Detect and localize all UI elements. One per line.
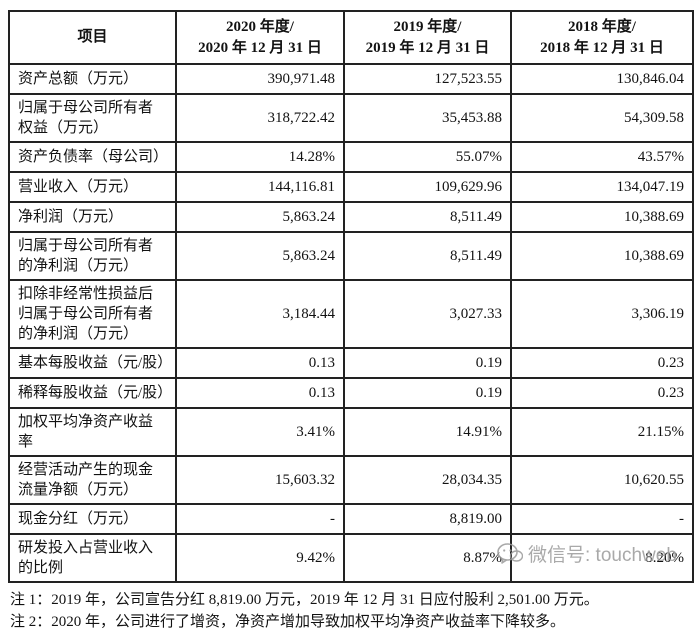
row-label: 研发投入占营业收入的比例 bbox=[9, 534, 176, 582]
value-2018: 54,309.58 bbox=[511, 94, 693, 142]
header-2020: 2020 年度/ 2020 年 12 月 31 日 bbox=[176, 11, 344, 64]
row-label: 资产负债率（母公司） bbox=[9, 142, 176, 172]
table-row-weighted-roe: 加权平均净资产收益率 3.41% 14.91% 21.15% bbox=[9, 408, 693, 456]
value-2019: 8,511.49 bbox=[344, 202, 511, 232]
row-label: 营业收入（万元） bbox=[9, 172, 176, 202]
value-2018: 0.23 bbox=[511, 378, 693, 408]
row-label: 稀释每股收益（元/股） bbox=[9, 378, 176, 408]
value-2018: 43.57% bbox=[511, 142, 693, 172]
value-2018: 10,620.55 bbox=[511, 456, 693, 504]
table-row-total-assets: 资产总额（万元） 390,971.48 127,523.55 130,846.0… bbox=[9, 64, 693, 94]
row-label: 基本每股收益（元/股） bbox=[9, 348, 176, 378]
row-label: 经营活动产生的现金流量净额（万元） bbox=[9, 456, 176, 504]
value-2020: 0.13 bbox=[176, 348, 344, 378]
footnote-1: 注 1：2019 年，公司宣告分红 8,819.00 万元，2019 年 12 … bbox=[10, 590, 700, 612]
value-2019: 8,819.00 bbox=[344, 504, 511, 534]
table-row-parent-net-profit: 归属于母公司所有者的净利润（万元） 5,863.24 8,511.49 10,3… bbox=[9, 232, 693, 280]
table-row-revenue: 营业收入（万元） 144,116.81 109,629.96 134,047.1… bbox=[9, 172, 693, 202]
row-label: 加权平均净资产收益率 bbox=[9, 408, 176, 456]
value-2019: 8,511.49 bbox=[344, 232, 511, 280]
value-2020: 144,116.81 bbox=[176, 172, 344, 202]
table-row-basic-eps: 基本每股收益（元/股） 0.13 0.19 0.23 bbox=[9, 348, 693, 378]
value-2020: - bbox=[176, 504, 344, 534]
row-label: 现金分红（万元） bbox=[9, 504, 176, 534]
value-2018: 0.23 bbox=[511, 348, 693, 378]
value-2019: 28,034.35 bbox=[344, 456, 511, 504]
value-2018: 10,388.69 bbox=[511, 232, 693, 280]
value-2019: 127,523.55 bbox=[344, 64, 511, 94]
header-2018: 2018 年度/ 2018 年 12 月 31 日 bbox=[511, 11, 693, 64]
row-label: 资产总额（万元） bbox=[9, 64, 176, 94]
table-header-row: 项目 2020 年度/ 2020 年 12 月 31 日 2019 年度/ 20… bbox=[9, 11, 693, 64]
value-2019: 0.19 bbox=[344, 378, 511, 408]
row-label: 扣除非经常性损益后归属于母公司所有者的净利润（万元） bbox=[9, 280, 176, 348]
table-row-parent-equity: 归属于母公司所有者权益（万元） 318,722.42 35,453.88 54,… bbox=[9, 94, 693, 142]
header-2019: 2019 年度/ 2019 年 12 月 31 日 bbox=[344, 11, 511, 64]
row-label: 净利润（万元） bbox=[9, 202, 176, 232]
value-2018: 3,306.19 bbox=[511, 280, 693, 348]
table-row-rd-ratio: 研发投入占营业收入的比例 9.42% 8.87% 8.20% bbox=[9, 534, 693, 582]
footnotes: 注 1：2019 年，公司宣告分红 8,819.00 万元，2019 年 12 … bbox=[10, 590, 700, 633]
table-row-deducted-net-profit: 扣除非经常性损益后归属于母公司所有者的净利润（万元） 3,184.44 3,02… bbox=[9, 280, 693, 348]
value-2020: 0.13 bbox=[176, 378, 344, 408]
value-2020: 15,603.32 bbox=[176, 456, 344, 504]
value-2020: 3.41% bbox=[176, 408, 344, 456]
value-2019: 3,027.33 bbox=[344, 280, 511, 348]
value-2019: 35,453.88 bbox=[344, 94, 511, 142]
value-2020: 390,971.48 bbox=[176, 64, 344, 94]
value-2020: 5,863.24 bbox=[176, 202, 344, 232]
value-2019: 55.07% bbox=[344, 142, 511, 172]
table-row-cash-dividend: 现金分红（万元） - 8,819.00 - bbox=[9, 504, 693, 534]
financial-report-page: 项目 2020 年度/ 2020 年 12 月 31 日 2019 年度/ 20… bbox=[0, 0, 700, 578]
value-2019: 109,629.96 bbox=[344, 172, 511, 202]
value-2019: 8.87% bbox=[344, 534, 511, 582]
value-2020: 14.28% bbox=[176, 142, 344, 172]
value-2018: 134,047.19 bbox=[511, 172, 693, 202]
value-2020: 318,722.42 bbox=[176, 94, 344, 142]
value-2018: 8.20% bbox=[511, 534, 693, 582]
row-label: 归属于母公司所有者权益（万元） bbox=[9, 94, 176, 142]
table-row-net-profit: 净利润（万元） 5,863.24 8,511.49 10,388.69 bbox=[9, 202, 693, 232]
value-2018: 21.15% bbox=[511, 408, 693, 456]
value-2020: 3,184.44 bbox=[176, 280, 344, 348]
header-item: 项目 bbox=[9, 11, 176, 64]
value-2020: 5,863.24 bbox=[176, 232, 344, 280]
value-2019: 14.91% bbox=[344, 408, 511, 456]
value-2020: 9.42% bbox=[176, 534, 344, 582]
row-label: 归属于母公司所有者的净利润（万元） bbox=[9, 232, 176, 280]
table-row-diluted-eps: 稀释每股收益（元/股） 0.13 0.19 0.23 bbox=[9, 378, 693, 408]
value-2019: 0.19 bbox=[344, 348, 511, 378]
value-2018: 130,846.04 bbox=[511, 64, 693, 94]
table-row-debt-ratio: 资产负债率（母公司） 14.28% 55.07% 43.57% bbox=[9, 142, 693, 172]
footnote-2: 注 2：2020 年，公司进行了增资，净资产增加导致加权平均净资产收益率下降较多… bbox=[10, 612, 700, 633]
financial-summary-table: 项目 2020 年度/ 2020 年 12 月 31 日 2019 年度/ 20… bbox=[8, 10, 694, 583]
value-2018: - bbox=[511, 504, 693, 534]
table-row-operating-cashflow: 经营活动产生的现金流量净额（万元） 15,603.32 28,034.35 10… bbox=[9, 456, 693, 504]
value-2018: 10,388.69 bbox=[511, 202, 693, 232]
